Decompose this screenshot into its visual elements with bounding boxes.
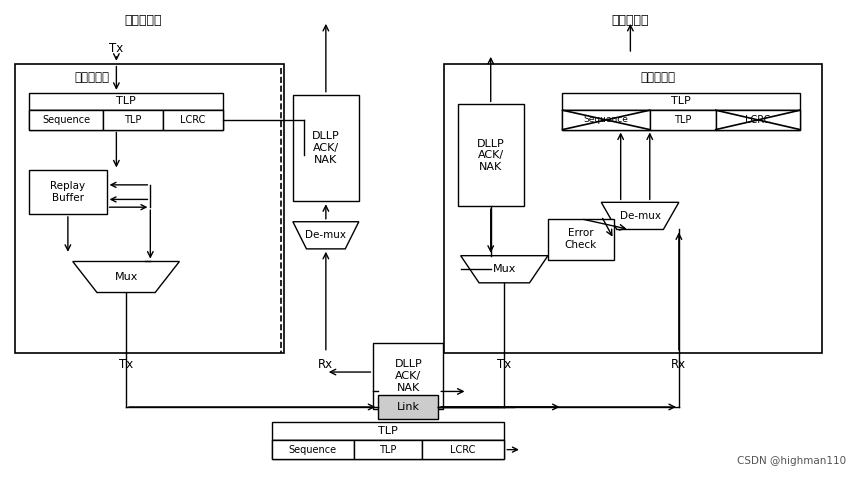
Bar [272, 440, 504, 459]
Text: 来自事务层: 来自事务层 [125, 15, 163, 27]
Text: Tx: Tx [119, 358, 133, 371]
Polygon shape [293, 221, 359, 249]
Polygon shape [73, 262, 179, 293]
Bar [15, 64, 285, 353]
Bar [163, 110, 223, 129]
Bar [272, 422, 504, 440]
Text: LCRC: LCRC [746, 115, 771, 125]
Text: Sequence: Sequence [584, 115, 629, 124]
Text: Tx: Tx [109, 42, 124, 54]
Bar [103, 110, 163, 129]
Text: Link: Link [397, 402, 420, 412]
Text: CSDN @highman110: CSDN @highman110 [737, 456, 846, 466]
Bar [272, 440, 354, 459]
Bar [650, 110, 715, 129]
Bar [562, 93, 800, 110]
Text: DLLP
ACK/
NAK: DLLP ACK/ NAK [394, 359, 422, 392]
Bar [29, 110, 223, 129]
Bar [444, 64, 823, 353]
Polygon shape [601, 202, 679, 229]
Text: Error
Check: Error Check [565, 228, 597, 250]
Text: Replay
Buffer: Replay Buffer [50, 181, 86, 203]
Bar [293, 95, 359, 201]
Text: De-mux: De-mux [619, 211, 661, 221]
Text: Sequence: Sequence [42, 115, 90, 125]
Bar [562, 110, 650, 129]
Text: TLP: TLP [379, 444, 397, 455]
Text: LCRC: LCRC [180, 115, 206, 125]
Bar [29, 110, 103, 129]
Bar [548, 219, 614, 260]
Bar [422, 440, 504, 459]
Bar [354, 440, 422, 459]
Text: Tx: Tx [497, 358, 511, 371]
Bar [562, 110, 800, 129]
Bar [715, 110, 800, 129]
Text: Mux: Mux [492, 264, 516, 274]
Bar [458, 104, 523, 206]
Text: De-mux: De-mux [305, 230, 346, 240]
Text: TLP: TLP [671, 97, 691, 106]
Text: LCRC: LCRC [451, 444, 476, 455]
Text: Sequence: Sequence [289, 444, 336, 455]
Text: DLLP
ACK/
NAK: DLLP ACK/ NAK [312, 131, 340, 165]
Text: TLP: TLP [378, 426, 398, 436]
Bar [378, 395, 439, 418]
Text: Rx: Rx [318, 358, 333, 371]
Text: 发往事务层: 发往事务层 [612, 15, 649, 27]
Bar [29, 93, 223, 110]
Bar [374, 343, 443, 409]
Text: Rx: Rx [671, 358, 687, 371]
Text: Mux: Mux [114, 272, 138, 282]
Text: TLP: TLP [674, 115, 691, 125]
Text: 数据链路层: 数据链路层 [640, 71, 675, 84]
Bar [29, 171, 106, 214]
Text: TLP: TLP [125, 115, 142, 125]
Text: DLLP
ACK/
NAK: DLLP ACK/ NAK [477, 139, 504, 172]
Text: 数据链路层: 数据链路层 [74, 71, 110, 84]
Polygon shape [461, 256, 548, 283]
Text: TLP: TLP [116, 97, 136, 106]
